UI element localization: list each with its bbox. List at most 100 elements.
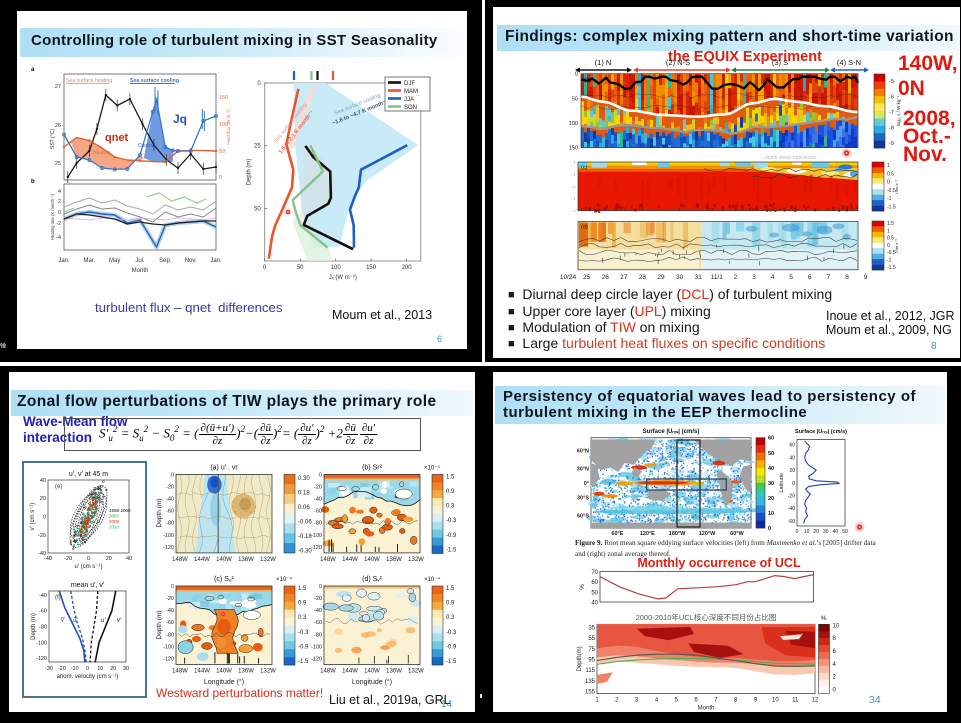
svg-text:(3) S: (3) S [772,58,788,67]
svg-text:(d): (d) [581,224,588,230]
svg-text:140W: 140W [216,557,232,563]
svg-text:27: 27 [620,274,628,281]
svg-text:-20: -20 [166,485,174,491]
svg-text:20: 20 [789,468,795,474]
svg-text:0.3: 0.3 [298,615,307,621]
svg-text:-100: -100 [311,533,322,539]
svg-text:-1.5: -1.5 [887,205,896,211]
svg-text:Jₓ (W m⁻²): Jₓ (W m⁻²) [329,275,357,281]
svg-text:-0.06: -0.06 [298,520,312,526]
svg-text:›: › [574,184,576,189]
svg-text:Heat flux (W m⁻²): Heat flux (W m⁻²) [226,109,231,145]
svg-text:150: 150 [366,265,377,271]
svg-text:9: 9 [864,274,868,281]
svg-text:25: 25 [254,144,261,150]
svg-text:0: 0 [887,180,890,186]
svg-text:27: 27 [55,84,61,90]
svg-text:60°W: 60°W [730,531,744,537]
svg-text:Jq: Jq [173,112,187,126]
svg-text:-120: -120 [311,657,322,663]
svg-text:40: 40 [768,466,774,472]
svg-text:-0.9: -0.9 [298,644,309,650]
svg-text:-0.5: -0.5 [887,188,896,194]
svg-text:29: 29 [657,274,665,281]
svg-text:25: 25 [583,274,591,281]
svg-text:7: 7 [827,274,831,281]
svg-text:0.06: 0.06 [298,505,310,511]
svg-text:0: 0 [171,584,174,590]
svg-text:4: 4 [655,698,659,704]
svg-text:50: 50 [219,149,225,155]
svg-text:(a) u′ . vr: (a) u′ . vr [210,464,238,471]
svg-text:Depth (m): Depth (m) [31,613,37,640]
svg-text:9: 9 [754,698,758,704]
svg-text:Mar.: Mar. [83,258,95,264]
svg-text:4: 4 [833,662,837,668]
svg-text:u′, v′ at 45 m: u′, v′ at 45 m [69,471,108,478]
svg-text:-20: -20 [64,556,72,562]
svg-text:JJA: JJA [404,97,414,103]
svg-text:10: 10 [833,623,840,629]
svg-text:7: 7 [714,698,718,704]
svg-text:144W: 144W [342,669,358,675]
svg-text:1.5: 1.5 [298,586,307,592]
svg-text:(2) N-S: (2) N-S [666,58,690,67]
svg-text:3: 3 [635,698,639,704]
svg-text:30°S: 30°S [577,495,589,501]
svg-text:-40: -40 [788,506,795,512]
svg-text:10: 10 [768,511,774,517]
svg-text:-20: -20 [38,533,46,539]
svg-text:136W: 136W [238,557,254,563]
svg-text:10: 10 [97,666,103,672]
svg-text:0.3: 0.3 [446,504,455,510]
svg-text:Sep.: Sep. [159,258,172,264]
svg-text:0: 0 [768,526,771,532]
svg-text:136W: 136W [386,557,402,563]
svg-text:11/1: 11/1 [711,274,724,281]
svg-text:60°N: 60°N [577,448,589,454]
svg-text:-10: -10 [71,666,79,672]
svg-text:-40: -40 [166,497,174,503]
svg-text:60°E: 60°E [611,531,623,537]
svg-text:0: 0 [887,243,890,249]
svg-text:0: 0 [319,472,322,478]
svg-text:0: 0 [171,472,174,478]
svg-text:×10⁻⁴: ×10⁻⁴ [276,576,292,583]
svg-text:0: 0 [257,81,261,87]
svg-text:60: 60 [768,436,774,442]
svg-text:1.5: 1.5 [446,586,455,592]
svg-text:25: 25 [55,161,61,167]
svg-text:2: 2 [734,274,738,281]
svg-text:-60: -60 [166,509,174,515]
svg-text:(b) Sr²: (b) Sr² [362,464,383,471]
svg-text:148W: 148W [320,669,336,675]
svg-text:60: 60 [789,443,795,449]
svg-text:-0.9: -0.9 [446,644,457,650]
svg-text:(c) Sᵤ²: (c) Sᵤ² [214,576,234,583]
svg-text:-1.5: -1.5 [887,265,896,271]
svg-text:Sea surface heating: Sea surface heating [66,78,112,84]
svg-text:180°W: 180°W [669,531,686,537]
svg-text:31: 31 [695,274,703,281]
svg-text:5: 5 [675,698,679,704]
svg-text:148W: 148W [172,669,188,675]
svg-text:-5: -5 [889,79,894,85]
svg-text:u̅′: u̅′ [73,618,78,624]
svg-text:-60: -60 [788,519,795,525]
svg-text:-80: -80 [314,632,322,638]
svg-text:115: 115 [585,668,595,674]
svg-text:10/24: 10/24 [560,274,577,281]
svg-text:60°S: 60°S [577,513,589,519]
svg-text:0: 0 [792,481,795,487]
svg-text:anom. velocity (cm s⁻¹): anom. velocity (cm s⁻¹) [57,674,119,680]
svg-text:-40: -40 [38,551,46,557]
svg-text:-100: -100 [163,644,174,650]
svg-text:100: 100 [569,121,578,127]
svg-text:Heating rate (K month⁻¹): Heating rate (K month⁻¹) [50,193,55,240]
svg-text:-0.9: -0.9 [446,533,457,539]
svg-text:mean u′, v′: mean u′, v′ [71,582,105,589]
svg-text:›: › [574,160,576,165]
svg-text:200: 200 [402,265,413,271]
svg-text:u′: u′ [101,618,106,624]
svg-text:4: 4 [58,189,61,195]
